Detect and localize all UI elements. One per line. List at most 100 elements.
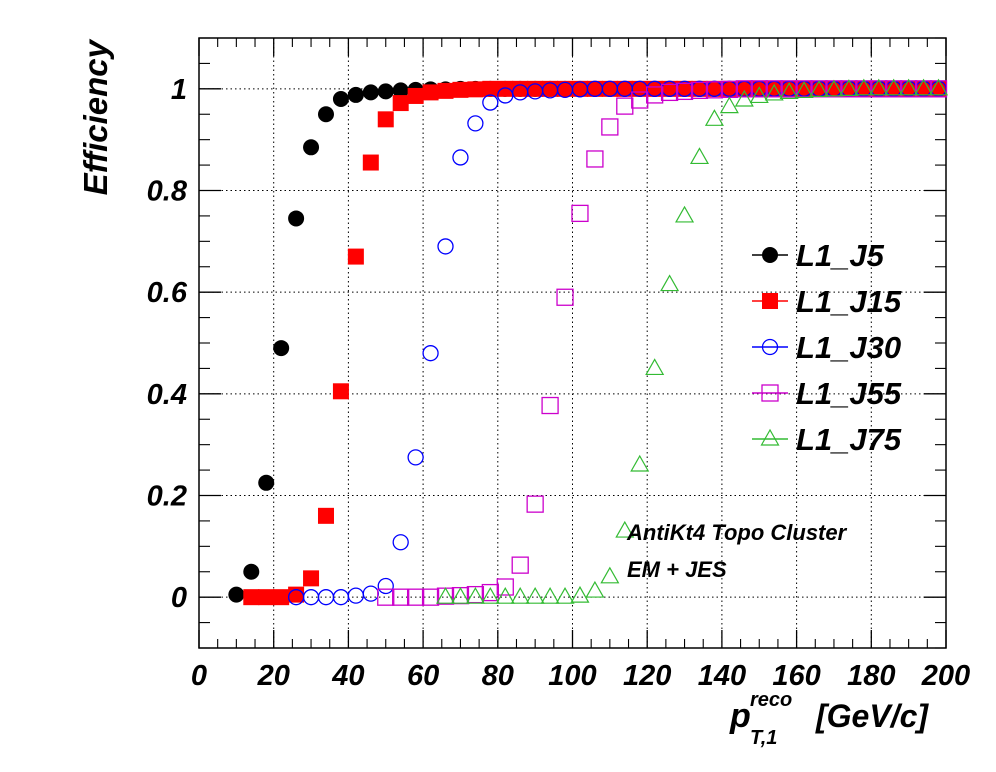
legend-label: L1_J5 bbox=[796, 238, 885, 273]
legend-label: L1_J75 bbox=[796, 422, 902, 457]
data-point bbox=[377, 111, 394, 128]
data-point bbox=[347, 248, 364, 265]
data-point bbox=[675, 205, 695, 223]
data-point bbox=[422, 84, 439, 101]
data-point bbox=[764, 83, 784, 101]
data-point bbox=[571, 204, 589, 223]
data-point bbox=[571, 80, 588, 97]
data-point bbox=[362, 84, 379, 101]
data-point bbox=[660, 83, 679, 102]
data-point bbox=[885, 80, 902, 97]
data-point bbox=[616, 97, 634, 115]
data-point bbox=[676, 80, 693, 97]
data-point bbox=[646, 86, 664, 104]
data-point bbox=[497, 80, 514, 97]
data-point bbox=[437, 238, 454, 255]
data-point bbox=[631, 91, 649, 109]
data-point bbox=[332, 589, 350, 606]
data-point bbox=[243, 589, 260, 606]
data-point bbox=[273, 340, 290, 357]
data-point bbox=[258, 474, 275, 491]
data-point bbox=[586, 80, 603, 97]
data-point bbox=[915, 80, 932, 97]
data-point bbox=[601, 80, 618, 97]
x-tick-label: 160 bbox=[772, 660, 820, 692]
data-point bbox=[540, 586, 560, 604]
data-point bbox=[435, 586, 456, 604]
data-point bbox=[734, 89, 754, 107]
data-point bbox=[779, 82, 799, 99]
x-tick-label: 60 bbox=[407, 660, 439, 692]
data-point bbox=[930, 80, 947, 97]
data-point bbox=[870, 80, 887, 97]
data-point bbox=[450, 586, 470, 604]
legend: L1_J5 L1_J15 L1_J30 L1_J55 L1_J75 bbox=[752, 238, 902, 457]
data-point bbox=[303, 139, 320, 156]
data-point bbox=[749, 86, 769, 104]
y-tick-label: 0.4 bbox=[147, 379, 187, 411]
data-point bbox=[377, 577, 394, 595]
data-point bbox=[452, 149, 469, 166]
data-point bbox=[899, 78, 919, 96]
data-point bbox=[317, 106, 334, 123]
data-point bbox=[243, 563, 260, 580]
data-point bbox=[273, 589, 290, 606]
y-tick-label: 0.6 bbox=[147, 277, 188, 309]
data-point bbox=[452, 81, 469, 98]
data-point bbox=[482, 94, 499, 111]
y-tick-label: 1 bbox=[171, 74, 187, 106]
data-point bbox=[721, 80, 738, 97]
x-tick-label: 200 bbox=[921, 660, 970, 692]
x-axis-title-main: p bbox=[729, 697, 751, 735]
data-point bbox=[705, 81, 724, 99]
legend-marker bbox=[761, 338, 779, 356]
x-axis-title-sup: reco bbox=[750, 689, 792, 711]
data-point bbox=[467, 115, 484, 132]
data-point bbox=[377, 83, 394, 100]
x-tick-label: 80 bbox=[482, 660, 514, 692]
data-point bbox=[854, 78, 874, 96]
data-point bbox=[317, 507, 334, 524]
data-point bbox=[332, 91, 349, 107]
data-point bbox=[228, 586, 245, 603]
data-point bbox=[750, 80, 768, 98]
data-point bbox=[824, 79, 844, 97]
legend-label: L1_J15 bbox=[796, 284, 902, 319]
data-point bbox=[631, 80, 648, 97]
x-tick-label: 120 bbox=[623, 660, 671, 692]
data-point bbox=[735, 80, 753, 98]
data-point bbox=[825, 80, 842, 97]
data-point bbox=[809, 80, 829, 97]
data-point bbox=[541, 396, 559, 415]
data-point bbox=[660, 274, 680, 292]
legend-item: L1_J30 bbox=[752, 330, 901, 365]
data-point bbox=[347, 86, 364, 103]
data-point bbox=[465, 586, 485, 604]
data-point bbox=[406, 588, 425, 606]
data-point bbox=[392, 588, 410, 606]
data-point bbox=[794, 81, 814, 98]
data-point bbox=[630, 454, 650, 472]
data-point bbox=[436, 587, 455, 605]
data-point bbox=[482, 80, 499, 97]
data-point bbox=[570, 585, 590, 603]
data-point bbox=[407, 87, 424, 104]
data-point bbox=[646, 80, 663, 97]
x-axis-title-unit: [GeV/c] bbox=[815, 698, 929, 734]
data-point bbox=[585, 580, 605, 598]
legend-marker bbox=[762, 293, 778, 309]
data-point bbox=[362, 585, 379, 602]
data-point bbox=[736, 80, 753, 97]
data-point bbox=[258, 589, 275, 606]
data-point bbox=[586, 150, 604, 168]
x-tick-label: 40 bbox=[331, 660, 364, 692]
data-point bbox=[616, 80, 633, 97]
data-point bbox=[839, 79, 859, 96]
series-l1-j15 bbox=[243, 80, 947, 606]
legend-marker bbox=[760, 428, 780, 446]
data-point bbox=[525, 586, 545, 604]
data-point bbox=[869, 78, 889, 96]
data-point bbox=[855, 80, 872, 97]
data-point bbox=[556, 288, 574, 306]
